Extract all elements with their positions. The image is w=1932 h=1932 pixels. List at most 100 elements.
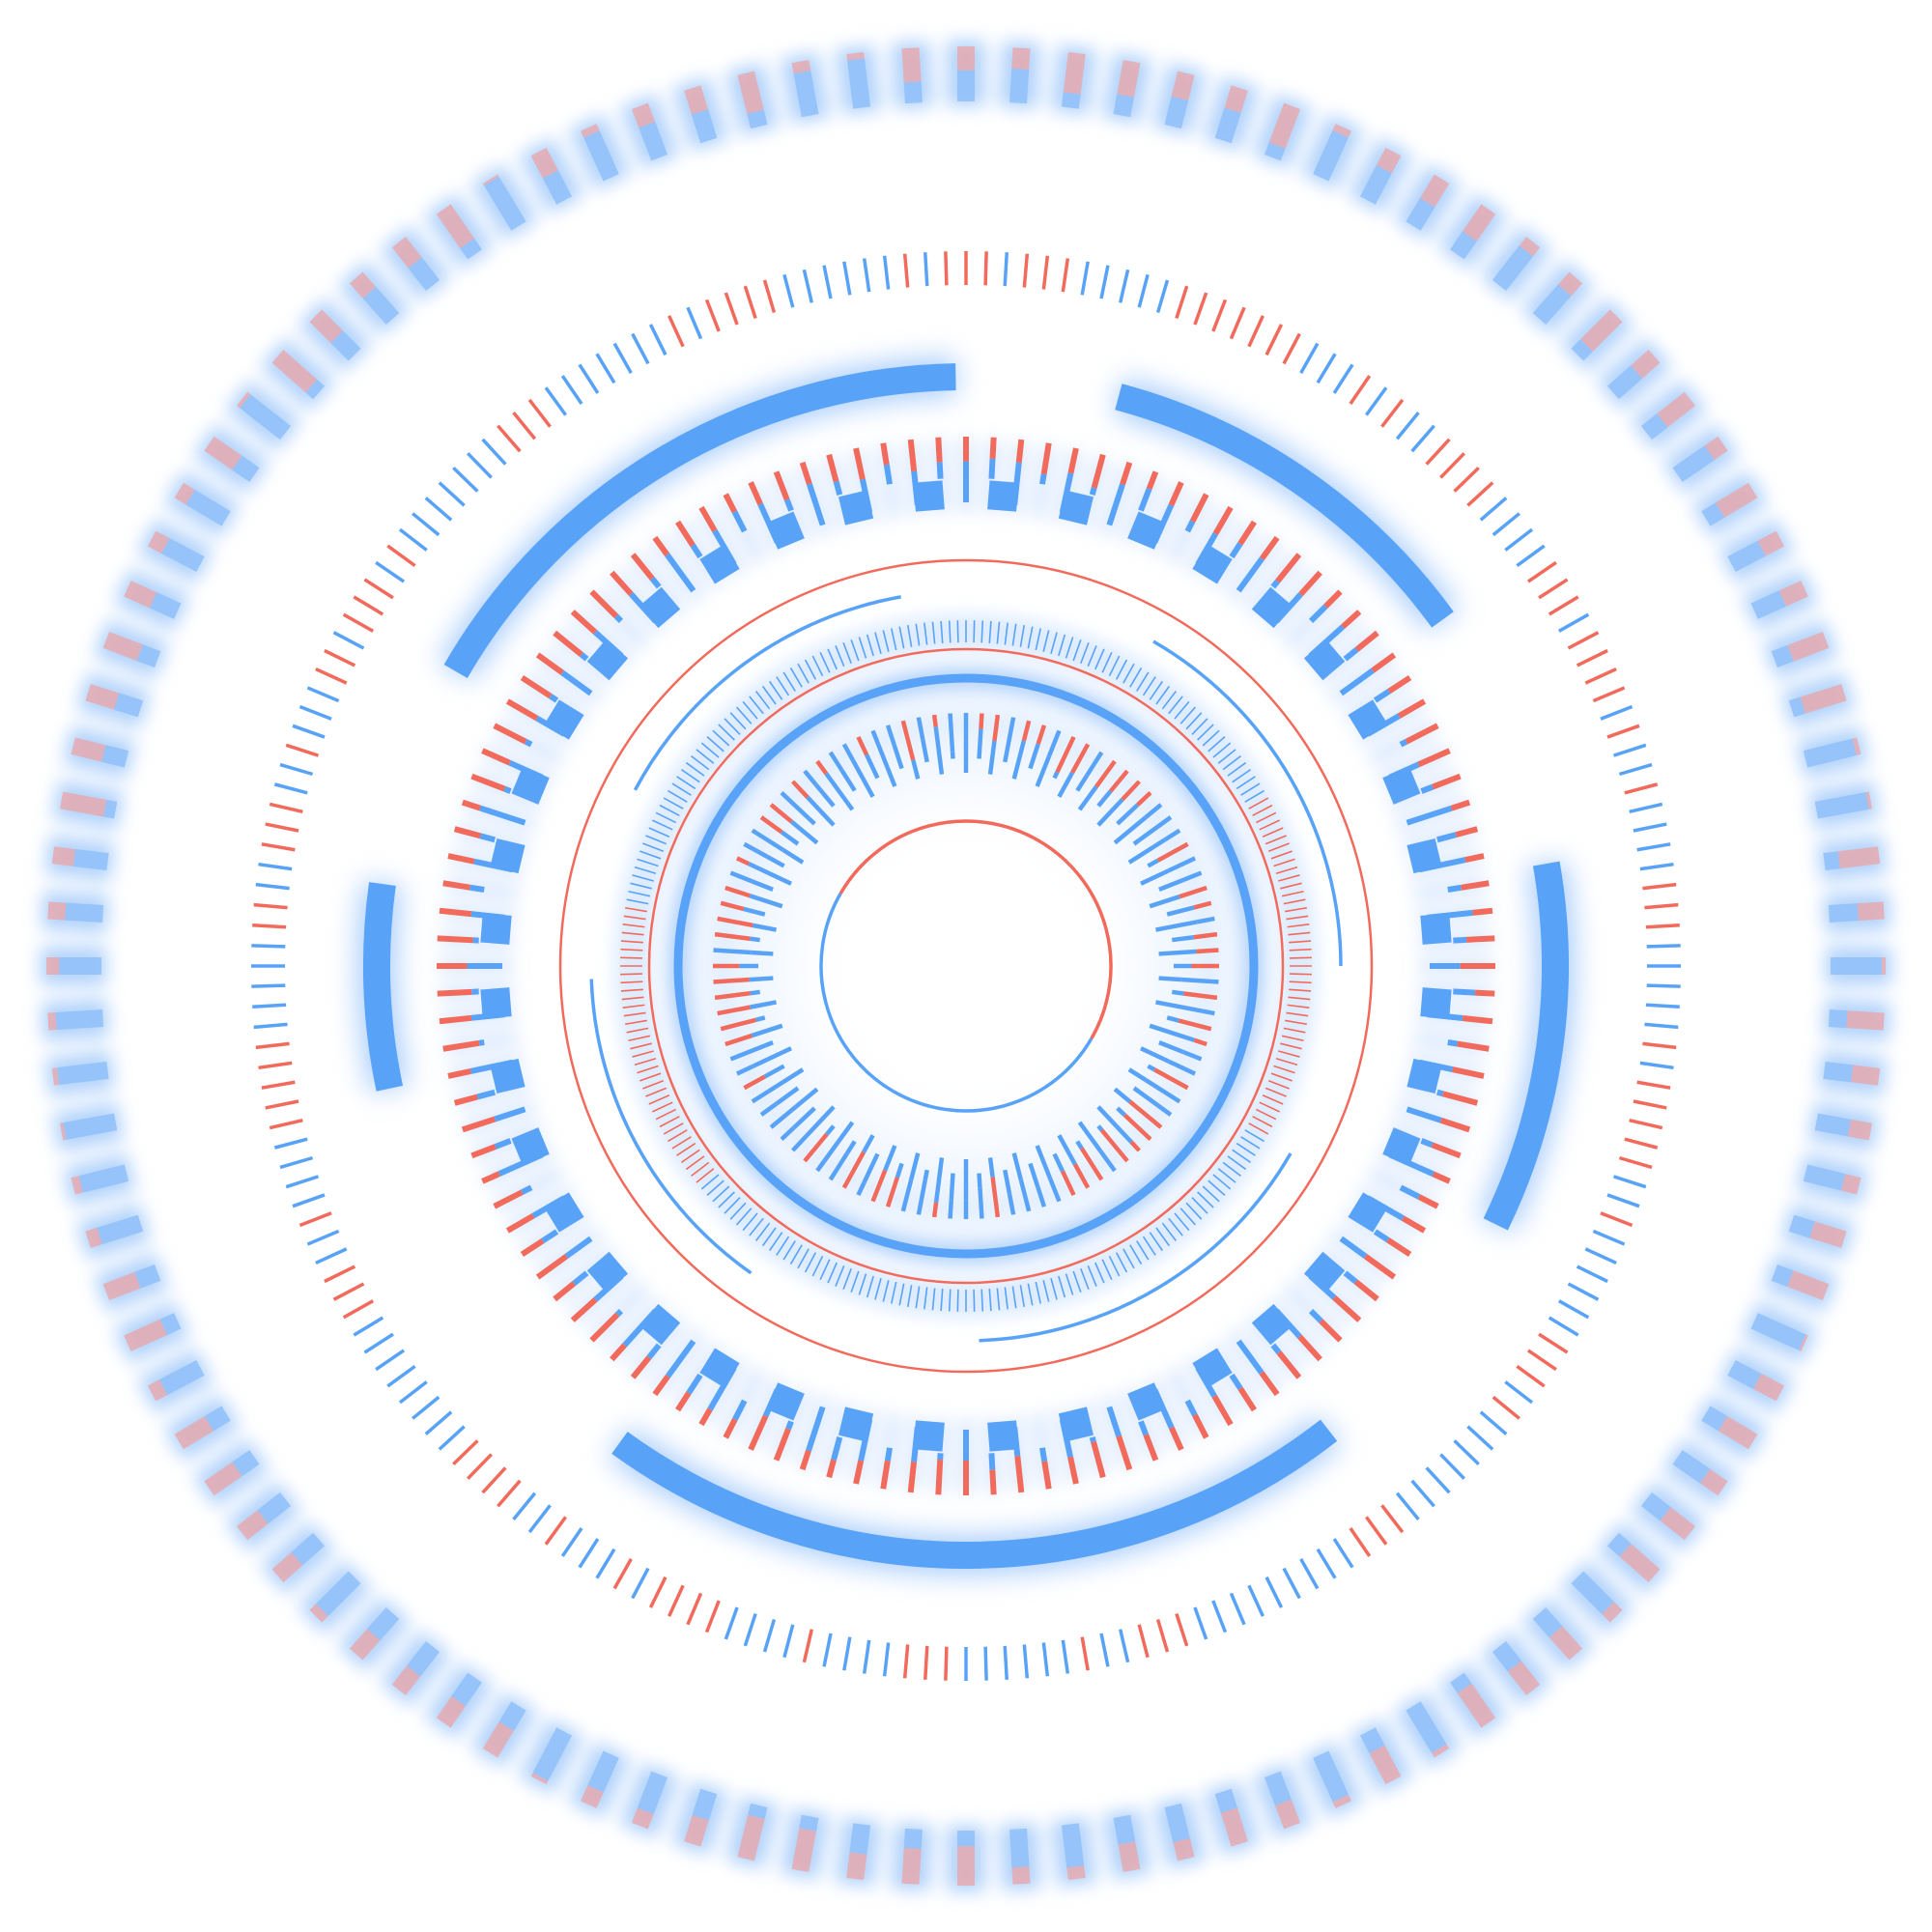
micro-tick (1212, 742, 1232, 758)
mid-tick-blue (1447, 1039, 1459, 1047)
inner-tick-blue (765, 854, 785, 868)
micro-tick (624, 1019, 647, 1026)
fine-tick-blue (1410, 1479, 1435, 1508)
mid-tick-red (1168, 481, 1184, 507)
outer-glow-tick-blue (1823, 851, 1840, 871)
micro-tick (622, 1004, 645, 1009)
inner-tick-outer (769, 1105, 798, 1129)
micro-tick (1236, 776, 1256, 790)
inner-tick-blue (752, 1046, 792, 1068)
micro-tick (1286, 915, 1309, 921)
fine-tick-red (1600, 1211, 1634, 1228)
outer-glow-tick-red (1432, 1744, 1450, 1758)
square-marker (480, 987, 512, 1019)
inner-tick-blue (987, 1157, 995, 1178)
micro-tick (685, 1155, 705, 1171)
outer-glow-tick-blue (1727, 1359, 1762, 1389)
mid-tick-red (1371, 652, 1397, 673)
micro-tick (835, 1264, 845, 1287)
outer-glow-tick-red (71, 737, 106, 762)
fine-tick-red (1526, 560, 1557, 583)
micro-tick (1236, 1142, 1256, 1156)
mid-tick-blue (1373, 689, 1391, 703)
mid-tick-blue (1436, 1089, 1444, 1097)
micro-tick (1273, 858, 1295, 867)
micro-tick (1115, 1252, 1128, 1273)
outer-glow-tick-red (482, 174, 499, 186)
micro-tick (1094, 648, 1105, 670)
micro-tick (1281, 890, 1304, 897)
mid-tick-blue (1447, 884, 1463, 893)
inner-tick-outer (714, 931, 751, 941)
fine-tick-red (1022, 253, 1030, 288)
outer-glow-tick-blue (1814, 792, 1869, 819)
fine-tick-blue (1548, 1316, 1579, 1337)
mid-tick-blue (1106, 1406, 1122, 1437)
inner-thin-red-circle (647, 647, 1285, 1285)
micro-tick (663, 797, 684, 810)
micro-tick (988, 620, 992, 643)
fine-tick-red (1380, 1504, 1405, 1534)
outer-glow-tick-blue (1359, 1727, 1385, 1754)
outer-glow-tick-blue (72, 848, 109, 871)
micro-tick (655, 1108, 677, 1121)
outer-glow-tick-red (1117, 59, 1141, 98)
inner-tick-outer (885, 724, 896, 746)
inner-tick-blue (752, 923, 777, 932)
micro-tick (866, 634, 874, 657)
outer-glow-tick-blue (1571, 339, 1593, 361)
inner-tick-blue (1158, 1040, 1184, 1055)
mid-tick-red (1276, 1350, 1302, 1379)
inner-tick-blue (1077, 1121, 1103, 1153)
fine-tick-blue (292, 1193, 326, 1208)
outer-glow-tick-red (846, 1852, 867, 1881)
micro-tick (1255, 1108, 1277, 1121)
outer-glow-tick-red (1224, 85, 1248, 113)
square-marker (1058, 490, 1094, 526)
square-marker (766, 1382, 805, 1421)
outer-glow-tick-blue (407, 1640, 440, 1677)
micro-tick (1142, 1236, 1156, 1256)
fine-tick-red (1584, 668, 1617, 685)
mid-tick-red (1401, 1215, 1427, 1234)
micro-tick (1244, 789, 1264, 803)
outer-glow-tick-blue (101, 745, 129, 768)
mid-tick-blue (1270, 579, 1280, 589)
outer-glow-tick-blue (1803, 738, 1857, 768)
outer-glow-tick-blue (1214, 1788, 1237, 1813)
micro-tick (1208, 1179, 1226, 1196)
mid-tick-red (1386, 1237, 1412, 1257)
mid-tick-blue (494, 1138, 512, 1150)
inner-tick-outer (751, 1089, 770, 1104)
inner-tick-outer (1128, 1099, 1163, 1129)
inner-tick-outer (1193, 900, 1212, 910)
micro-tick (624, 906, 647, 913)
fine-tick-blue (424, 1410, 453, 1435)
micro-tick (858, 1273, 867, 1295)
outer-glow-tick-blue (134, 1264, 161, 1289)
mid-tick-red (935, 437, 943, 463)
micro-tick (1270, 1072, 1293, 1082)
outer-glow-tick-red (632, 1807, 654, 1830)
mid-tick-blue (1229, 1373, 1243, 1390)
inner-tick-outer (1046, 729, 1062, 757)
micro-tick (1122, 663, 1135, 684)
fine-tick-red (1061, 258, 1070, 293)
micro-tick (890, 1281, 897, 1304)
fine-tick-blue (578, 1538, 600, 1569)
fine-tick-red (265, 822, 299, 833)
outer-glow-tick-ring (41, 41, 1891, 1891)
micro-tick (1259, 819, 1280, 831)
micro-tick (676, 1142, 696, 1156)
fine-tick-red (342, 612, 374, 633)
outer-glow-tick-blue (257, 1492, 292, 1524)
outer-glow-tick-blue (1492, 1640, 1521, 1672)
fine-tick-blue (1636, 842, 1671, 852)
mid-tick-blue (1184, 520, 1196, 533)
mid-tick-blue (572, 1270, 589, 1287)
mid-tick-blue (1420, 783, 1435, 794)
micro-tick (691, 755, 710, 771)
micro-tick (622, 923, 645, 928)
inner-tick-outer (1122, 1113, 1152, 1141)
micro-tick (1287, 923, 1310, 928)
